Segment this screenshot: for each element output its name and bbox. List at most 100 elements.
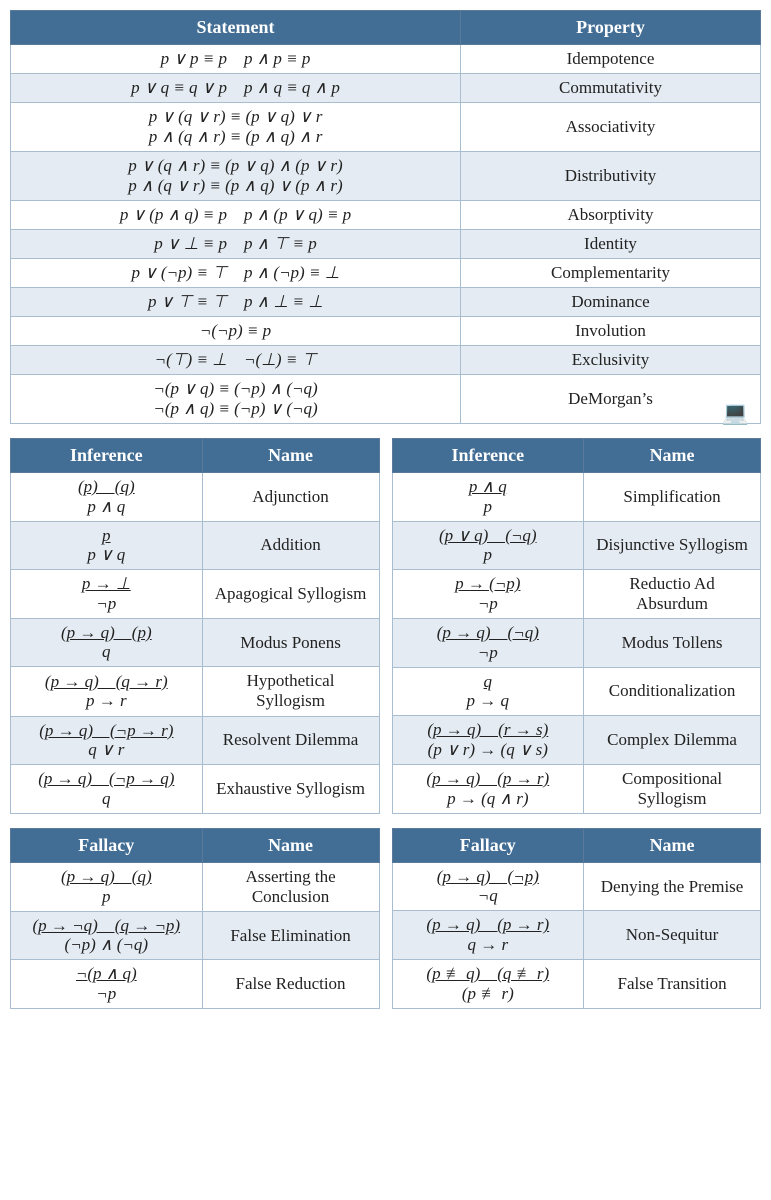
col-name-header: Name [584,439,761,473]
rule-cell: (p → q) (p → r)p → (q ∧ r) [392,764,584,813]
statement-cell: p ∨ (p ∧ q) ≡ p p ∧ (p ∨ q) ≡ p [11,201,461,230]
col-inference-header: Inference [392,439,584,473]
statement-cell: ¬(p ∨ q) ≡ (¬p) ∧ (¬q)¬(p ∧ q) ≡ (¬p) ∨ … [11,375,461,424]
rule-cell: qp → q [392,667,584,716]
table-row: (p → q) (q)p Asserting the Conclusion [11,862,380,911]
rule-cell: (p → ¬q) (q → ¬p)(¬p) ∧ (¬q) [11,911,203,960]
table-row: p ∨ (q ∧ r) ≡ (p ∨ q) ∧ (p ∨ r)p ∧ (q ∨ … [11,152,761,201]
premise: ¬(p ∧ q) [76,964,137,984]
table-row: p → ⊥¬pApagogical Syllogism [11,570,380,619]
conclusion: (¬p) ∧ (¬q) [33,935,181,955]
inference-left-table: Inference Name (p) (q)p ∧ qAdjunctionpp … [10,438,380,814]
table-row: p → (¬p)¬pReductio Ad Absurdum [392,570,761,619]
rule-name-cell: Denying the Premise [584,862,761,911]
col-name-header: Name [202,828,379,862]
table-row: ¬(¬p) ≡ pInvolution [11,317,761,346]
table-row: p ∧ qpSimplification [392,473,761,522]
rule-name-cell: Modus Ponens [202,618,379,667]
rule-name-cell: False Elimination [202,911,379,960]
conclusion: p [469,497,507,517]
premise: (p → ¬q) (q → ¬p) [33,916,181,936]
rule-name-cell: Hypothetical Syllogism [202,667,379,716]
rule-cell: (p → q) (¬p)¬q [392,862,584,911]
premise: (p → q) (¬p → r) [39,721,173,741]
col-fallacy-header: Fallacy [11,828,203,862]
table-row: ¬(p ∨ q) ≡ (¬p) ∧ (¬q)¬(p ∧ q) ≡ (¬p) ∨ … [11,375,761,424]
rule-cell: p → (¬p)¬p [392,570,584,619]
conclusion: ¬p [76,984,137,1004]
property-cell: Associativity [461,103,761,152]
premise: (p) (q) [78,477,135,497]
rule-name-cell: Addition [202,521,379,570]
conclusion: (p ∨ r) → (q ∨ s) [427,740,548,760]
table-row: p ∨ (q ∨ r) ≡ (p ∨ q) ∨ rp ∧ (q ∧ r) ≡ (… [11,103,761,152]
premise: (p → q) (q → r) [45,672,168,692]
fallacy-left-table: Fallacy Name (p → q) (q)p Asserting the C… [10,828,380,1009]
conclusion: p ∧ q [78,497,135,517]
statement-cell: p ∨ (q ∨ r) ≡ (p ∨ q) ∨ rp ∧ (q ∧ r) ≡ (… [11,103,461,152]
table-row: (p → q) (q → r)p → rHypothetical Syllogi… [11,667,380,716]
rule-cell: (p → q) (¬p → q)q [11,765,203,814]
rule-name-cell: Conditionalization [584,667,761,716]
col-fallacy-header: Fallacy [392,828,584,862]
statement-cell: p ∨ p ≡ p p ∧ p ≡ p [11,45,461,74]
table-row: (p → q) (¬q)¬pModus Tollens [392,619,761,668]
rule-cell: (p → q) (¬q)¬p [392,619,584,668]
conclusion: q ∨ r [39,740,173,760]
conclusion: q → r [426,935,549,955]
table-row: ¬(p ∧ q)¬pFalse Reduction [11,960,380,1009]
table-row: (p → q) (p)qModus Ponens [11,618,380,667]
conclusion: p [439,545,537,565]
table-row: pp ∨ qAddition [11,521,380,570]
table-row: qp → qConditionalization [392,667,761,716]
rule-cell: (p ≢ q) (q ≢ r)(p ≢ r) [392,960,584,1009]
laptop-icon: 💻 [722,400,749,426]
property-cell: Complementarity [461,259,761,288]
rule-cell: (p → q) (p → r)q → r [392,911,584,960]
premise: (p → q) (¬p) [437,867,539,887]
rule-name-cell: Resolvent Dilemma [202,716,379,765]
conclusion: p [61,887,152,907]
col-name-header: Name [584,828,761,862]
table-row: (p → q) (¬p → r)q ∨ r Resolvent Dilemma [11,716,380,765]
rule-cell: ¬(p ∧ q)¬p [11,960,203,1009]
table-row: p ∨ p ≡ p p ∧ p ≡ pIdempotence [11,45,761,74]
rule-name-cell: Complex Dilemma [584,716,761,765]
rule-name-cell: Apagogical Syllogism [202,570,379,619]
table-row: (p → q) (¬p → q)qExhaustive Syllogism [11,765,380,814]
conclusion: p ∨ q [87,545,125,565]
conclusion: p → (q ∧ r) [426,789,549,809]
conclusion: p → r [45,691,168,711]
premise: p [87,526,125,546]
property-cell: DeMorgan’s [461,375,761,424]
col-property-header: Property [461,11,761,45]
rule-cell: (p → q) (p)q [11,618,203,667]
property-cell: Idempotence [461,45,761,74]
premise: (p → q) (q) [61,867,152,887]
rule-name-cell: Modus Tollens [584,619,761,668]
table-row: p ∨ (¬p) ≡ ⊤ p ∧ (¬p) ≡ ⊥Complementarity [11,259,761,288]
table-row: (p → ¬q) (q → ¬p)(¬p) ∧ (¬q)False Elimin… [11,911,380,960]
table-row: p ∨ q ≡ q ∨ p p ∧ q ≡ q ∧ pCommutativity [11,74,761,103]
rule-cell: p → ⊥¬p [11,570,203,619]
premise: p → ⊥ [82,574,131,594]
table-row: (p → q) (¬p)¬qDenying the Premise [392,862,761,911]
rule-name-cell: Non-Sequitur [584,911,761,960]
rule-name-cell: Asserting the Conclusion [202,862,379,911]
statement-cell: ¬(¬p) ≡ p [11,317,461,346]
logic-equivalences-table: Statement Property p ∨ p ≡ p p ∧ p ≡ pId… [10,10,761,424]
table-row: (p → q) (p → r)q → rNon-Sequitur [392,911,761,960]
rule-name-cell: Reductio Ad Absurdum [584,570,761,619]
rule-name-cell: False Reduction [202,960,379,1009]
premise: (p → q) (¬p → q) [38,769,174,789]
property-cell: Identity [461,230,761,259]
rule-name-cell: Exhaustive Syllogism [202,765,379,814]
statement-cell: p ∨ ⊤ ≡ ⊤ p ∧ ⊥ ≡ ⊥ [11,288,461,317]
rule-cell: pp ∨ q [11,521,203,570]
rule-cell: (p → q) (q → r)p → r [11,667,203,716]
conclusion: ¬p [437,643,539,663]
premise: (p → q) (p → r) [426,769,549,789]
premise: (p → q) (p) [61,623,152,643]
rule-name-cell: Compositional Syllogism [584,764,761,813]
premise: q [467,672,510,692]
